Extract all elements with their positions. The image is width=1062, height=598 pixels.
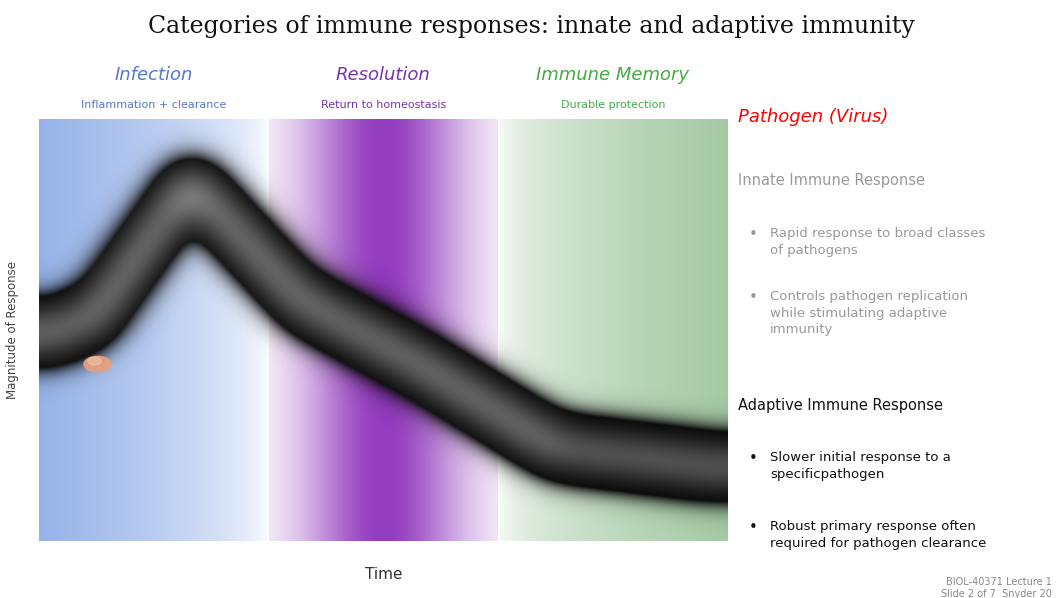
- Text: •: •: [749, 290, 757, 305]
- Text: Innate Immune Response: Innate Immune Response: [738, 173, 925, 188]
- Text: Immune Memory: Immune Memory: [536, 66, 689, 84]
- Text: •: •: [749, 451, 757, 466]
- Text: Slower initial response to a
specificpathogen: Slower initial response to a specificpat…: [770, 451, 950, 481]
- Circle shape: [84, 356, 112, 372]
- Text: Slide 2 of 7  Snyder 20: Slide 2 of 7 Snyder 20: [941, 589, 1051, 598]
- Text: Adaptive Immune Response: Adaptive Immune Response: [738, 398, 943, 413]
- Text: Infection: Infection: [115, 66, 193, 84]
- Text: Categories of immune responses: innate and adaptive immunity: Categories of immune responses: innate a…: [148, 15, 914, 38]
- Text: Rapid response to broad classes
of pathogens: Rapid response to broad classes of patho…: [770, 227, 986, 257]
- Text: Time: Time: [364, 566, 402, 582]
- Text: Resolution: Resolution: [336, 66, 431, 84]
- Text: •: •: [749, 227, 757, 242]
- Text: Controls pathogen replication
while stimulating adaptive
immunity: Controls pathogen replication while stim…: [770, 290, 967, 336]
- Text: Durable protection: Durable protection: [561, 100, 665, 109]
- Text: Robust primary response often
required for pathogen clearance: Robust primary response often required f…: [770, 520, 987, 550]
- Text: Magnitude of Response: Magnitude of Response: [6, 261, 19, 399]
- Text: Return to homeostasis: Return to homeostasis: [321, 100, 446, 109]
- Text: BIOL-40371 Lecture 1: BIOL-40371 Lecture 1: [945, 577, 1051, 587]
- Text: •: •: [749, 520, 757, 535]
- Text: Inflammation + clearance: Inflammation + clearance: [82, 100, 226, 109]
- Text: Pathogen (Virus): Pathogen (Virus): [738, 108, 889, 126]
- Circle shape: [87, 357, 102, 365]
